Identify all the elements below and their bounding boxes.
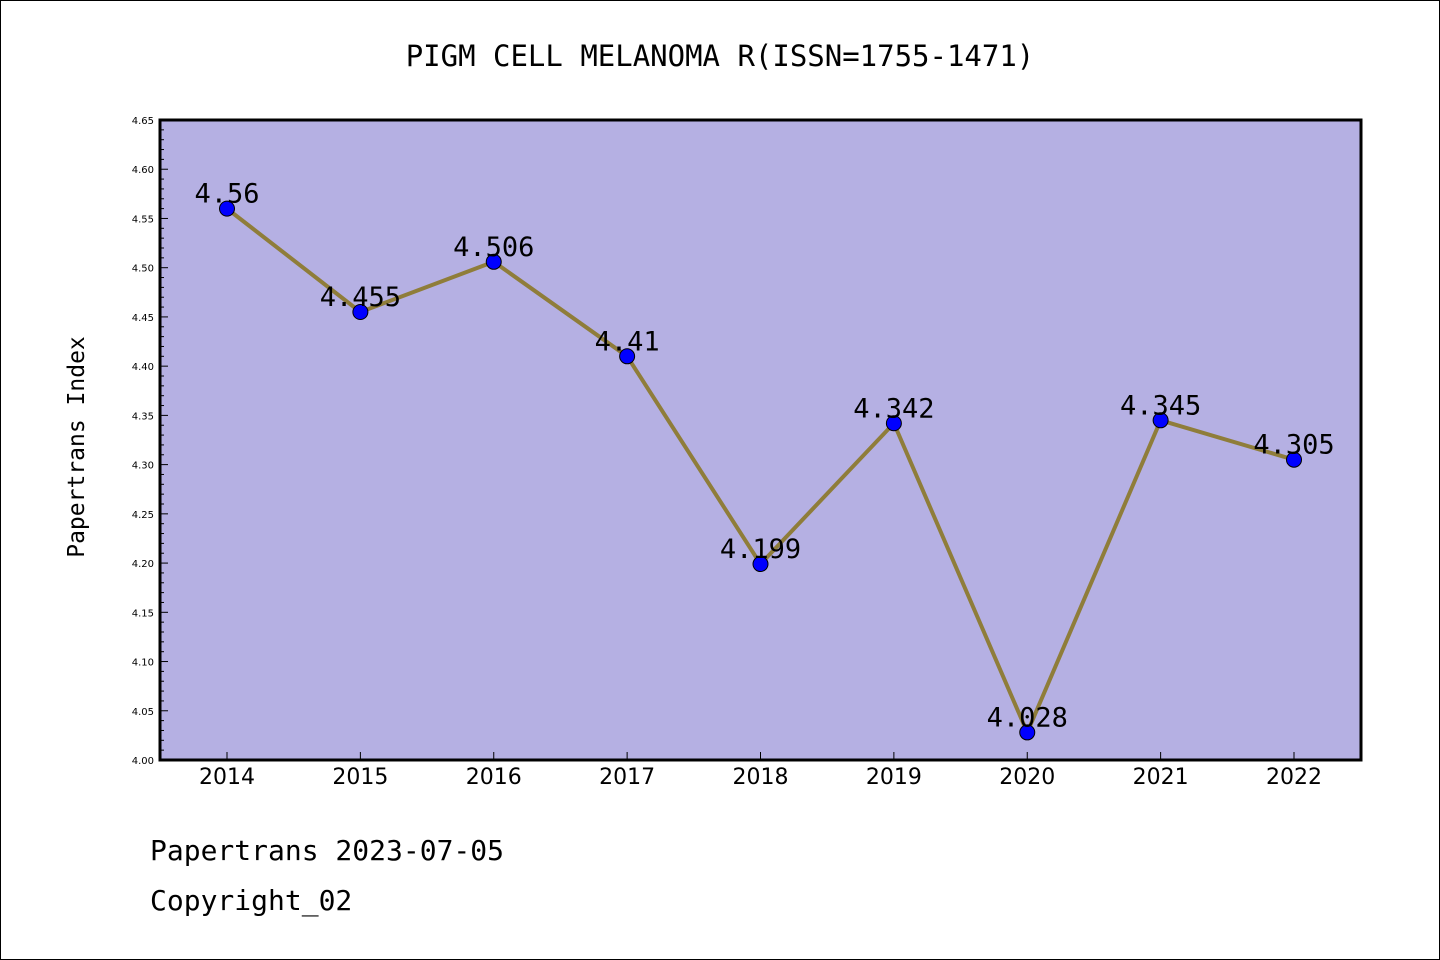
data-point-marker [885,415,902,432]
y-tick-label: 4.40 [132,362,154,373]
x-tick-label: 2019 [866,765,922,790]
y-tick-label: 4.45 [132,313,154,324]
x-tick-label: 2014 [199,765,255,790]
chart-title: PIGM CELL MELANOMA R(ISSN=1755-1471) [406,39,1035,73]
data-points: 4.56 4.455 4.506 4.41 4.199 4.342 4.028 4.345 4.… [194,179,1335,741]
data-point-marker [752,556,769,573]
data-label: 4.305 [1253,430,1334,461]
data-label: 4.342 [853,393,934,424]
y-tick-label: 4.25 [132,510,154,521]
y-tick-label: 4.60 [132,165,154,176]
y-tick-label: 4.30 [132,461,154,472]
data-label: 4.345 [1120,390,1201,421]
data-point-marker [619,348,636,365]
y-tick-label: 4.35 [132,411,154,422]
data-point-marker [485,253,502,270]
data-point-marker [1019,724,1036,741]
x-tick-label: 2022 [1266,765,1322,790]
footer-date: Papertrans 2023-07-05 [150,834,505,867]
x-axis: 2014 2015 2016 2017 2018 2019 2020 2021 2022 [199,752,1322,790]
data-label: 4.199 [720,534,801,565]
x-tick-label: 2018 [733,765,789,790]
data-point-marker [352,304,369,320]
footer-copyright: Copyright_02 [150,884,353,917]
y-axis-label: Papertrans Index [64,336,90,558]
y-tick-label: 4.50 [132,264,154,275]
data-label: 4.455 [320,282,401,313]
x-tick-label: 2016 [466,765,522,790]
data-point-marker [1286,451,1302,468]
data-point-marker [219,200,235,217]
data-label: 4.506 [453,232,534,263]
data-point-marker [1152,412,1169,429]
x-tick-label: 2020 [999,765,1055,790]
x-tick-label: 2021 [1133,765,1189,790]
y-tick-label: 4.20 [132,559,154,570]
y-tick-label: 4.55 [132,214,154,225]
y-tick-label: 4.00 [132,756,154,767]
plot-area [158,118,1363,762]
y-tick-label: 4.05 [132,707,154,718]
y-tick-label: 4.10 [132,658,154,669]
x-tick-label: 2017 [599,765,655,790]
data-label: 4.41 [595,326,660,357]
y-tick-label: 4.65 [132,116,154,127]
y-axis: 4.00 4.05 4.10 4.15 4.20 4.25 4.30 4.35 4.40 4.45… [132,116,168,767]
y-tick-label: 4.15 [132,608,154,619]
x-tick-label: 2015 [332,765,388,790]
data-label: 4.56 [194,179,259,210]
data-label: 4.028 [987,702,1068,733]
